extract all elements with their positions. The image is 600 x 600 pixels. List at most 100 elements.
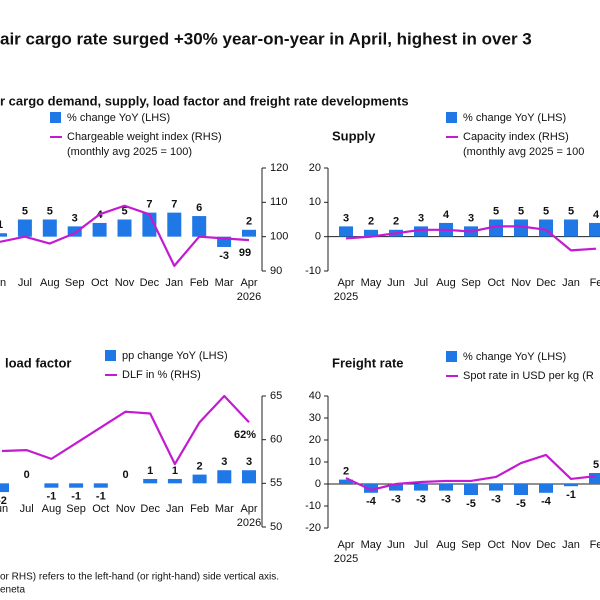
legend-swatch [446,112,457,123]
y-tick-label: 30 [309,412,321,424]
panel-title: Freight rate [332,355,404,370]
x-tick-label: Aug [42,503,62,515]
bar-label: 3 [221,456,227,468]
x-tick-label: Jan [166,503,184,515]
line [345,453,597,492]
x-tick-label: Dec [536,277,556,289]
x-tick-label: Jun [387,277,405,289]
bar-label: 0 [122,469,128,481]
x-tick-label: Jul [20,503,34,515]
bar [364,484,378,493]
x-tick-label: Feb [190,503,209,515]
x-tick-label: Nov [115,277,135,289]
bar [514,219,528,237]
bar-label: 3 [72,212,78,224]
bar [489,484,503,491]
bar-label: 5 [543,205,549,217]
bar-label: -2 [0,495,7,507]
x-tick-label: Mar [215,503,234,515]
x-tick-label: Apr [240,503,257,515]
bar-label: 2 [393,216,399,228]
bar [589,222,600,237]
x-tick-label: Jul [18,277,32,289]
y-tick-label: 10 [309,196,321,208]
x-tick-label: Jan [165,277,183,289]
legend-label: pp change YoY (LHS) [122,350,228,362]
bar [242,229,256,237]
y-tick-label: 0 [315,478,321,490]
y2-tick-label: 100 [270,231,288,243]
bar [44,483,59,488]
bar-label: 4 [593,209,600,221]
legend-label: Spot rate in USD per kg (R [463,370,594,382]
bar [217,236,232,247]
panel-title: load factor [5,355,71,370]
bar [192,474,207,484]
bar-label: 2 [246,216,252,228]
page-title: air cargo rate surged +30% year-on-year … [0,29,532,48]
y2-tick-label: 60 [270,434,282,446]
legend-sublabel: (monthly avg 2025 = 100 [463,146,584,158]
bar [389,484,403,491]
x-tick-label: Fe [590,539,600,551]
legend-swatch [50,112,61,123]
x-tick-label: May [361,539,382,551]
line [1,394,250,466]
bar [564,484,578,487]
y-tick-label: -20 [305,522,321,534]
bar-label: 5 [518,205,524,217]
bar-label: 6 [196,202,202,214]
legend-swatch [446,351,457,362]
bar-label: -3 [491,494,501,506]
legend-label: Capacity index (RHS) [463,131,569,143]
x-tick-label: Dec [536,539,556,551]
bar-label: 5 [47,205,53,217]
bar-label: 1 [0,219,3,231]
x-tick-label: Jun [387,539,405,551]
x-tick-label: Oct [92,503,109,515]
bar [339,479,353,484]
legend-label: DLF in % (RHS) [122,369,201,381]
x-tick-label: Fe [590,277,600,289]
bar [539,484,553,493]
x-tick-label: Jan [562,277,580,289]
bar-label: 1 [147,465,153,477]
bar [67,226,82,237]
x-tick-label: Nov [511,539,531,551]
bar [339,226,353,237]
y2-tick-label: 90 [270,265,282,277]
legend-label: Chargeable weight index (RHS) [67,131,222,143]
bar-label: -3 [219,250,229,262]
legend-swatch [105,350,116,361]
y2-tick-label: 65 [270,390,282,402]
legend-label: % change YoY (LHS) [463,112,566,124]
x-tick-label: 2025 [334,291,358,303]
bar-label: 2 [343,466,349,478]
x-tick-label: un [0,503,8,515]
x-tick-label: Dec [140,503,160,515]
bar [589,473,600,484]
x-tick-label: Aug [40,277,60,289]
bar [464,484,478,495]
bar [192,216,207,237]
panel-title: Supply [332,128,376,143]
x-tick-label: Feb [190,277,209,289]
x-tick-label: Oct [487,539,504,551]
bar-label: 5 [493,205,499,217]
line [0,204,250,267]
x-tick-label: 2026 [237,291,261,303]
x-tick-label: May [361,277,382,289]
bar [414,226,428,237]
bar [514,484,528,495]
x-tick-label: Apr [337,539,354,551]
source-note: eneta [0,585,25,596]
x-tick-label: Aug [436,277,456,289]
bar [142,212,157,237]
bar [564,219,578,237]
bar [167,478,182,484]
line-label: 99 [239,247,251,259]
y-tick-label: 10 [309,456,321,468]
bar-label: -1 [96,491,106,503]
bar-label: -5 [466,498,476,510]
x-tick-label: Sep [461,277,481,289]
